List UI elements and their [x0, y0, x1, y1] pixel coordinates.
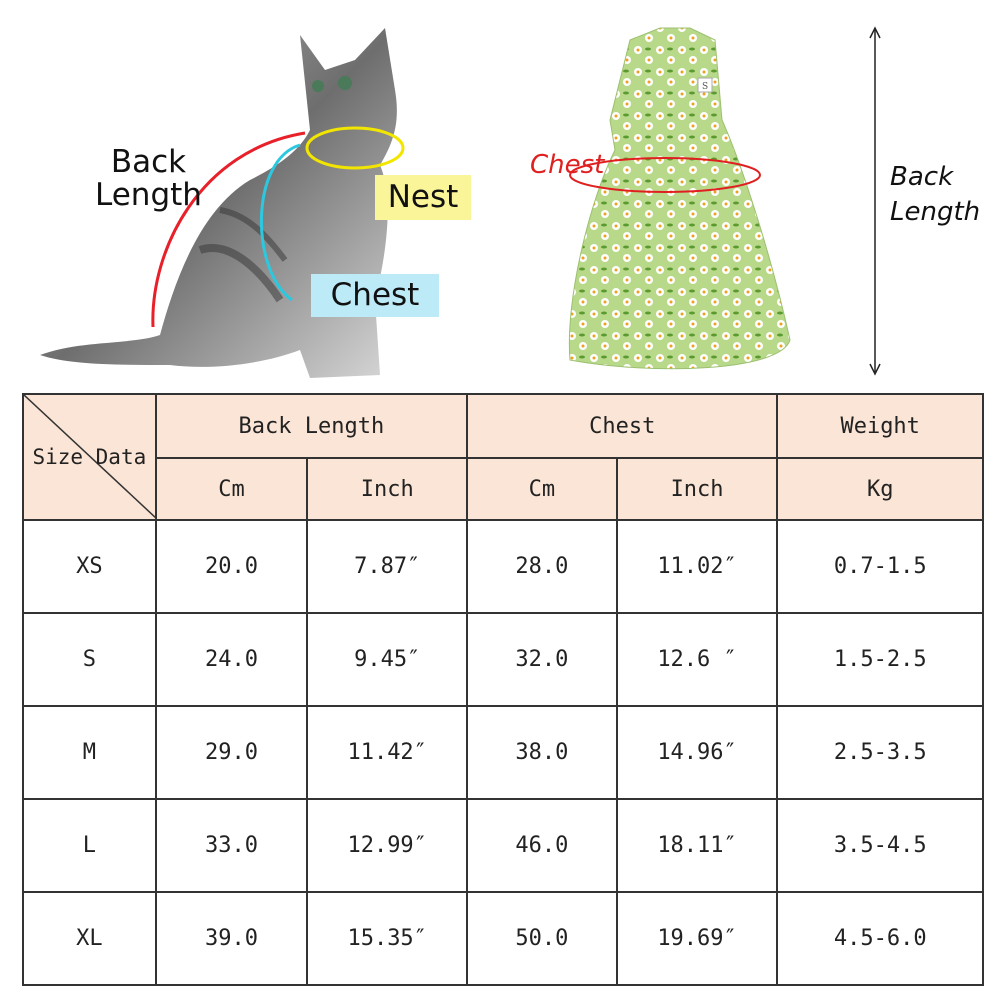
cell-chest-cm: 28.0	[466, 519, 618, 614]
cell-chest-cm: 46.0	[466, 798, 618, 893]
cell-chest-in: 19.69″	[615, 891, 779, 986]
cell-chest-in: 18.11″	[615, 798, 779, 893]
cell-weight: 0.7-1.5	[776, 519, 984, 614]
unit-chest-inch: Inch	[615, 457, 779, 521]
cell-chest-cm: 50.0	[466, 891, 618, 986]
table-row: XL 39.0 15.35″ 50.0 19.69″ 4.5-6.0	[22, 891, 984, 986]
unit-weight-kg: Kg	[776, 457, 984, 521]
header-back-length: Back Length	[154, 393, 469, 459]
cell-weight: 1.5-2.5	[776, 612, 984, 707]
header-chest: Chest	[466, 393, 779, 459]
dress-back-length-label: Back Length	[890, 162, 981, 227]
back-length-label: Back Length	[95, 144, 202, 213]
unit-chest-cm: Cm	[466, 457, 618, 521]
table-row: XS 20.0 7.87″ 28.0 11.02″ 0.7-1.5	[22, 519, 984, 614]
cell-back-cm: 39.0	[154, 891, 309, 986]
corner-label: Size Data	[32, 444, 147, 469]
nest-label: Nest	[375, 175, 471, 220]
cell-size: L	[22, 798, 157, 893]
chest-line	[569, 157, 761, 193]
cell-weight: 2.5-3.5	[776, 705, 984, 800]
dress-measurement-diagram: S Chest Back Length	[500, 0, 1000, 380]
cell-weight: 3.5-4.5	[776, 798, 984, 893]
cell-chest-in: 11.02″	[615, 519, 779, 614]
cell-back-in: 7.87″	[306, 519, 469, 614]
table-row: S 24.0 9.45″ 32.0 12.6 ″ 1.5-2.5	[22, 612, 984, 707]
cell-chest-cm: 38.0	[466, 705, 618, 800]
cat-body	[40, 28, 397, 378]
table-unit-row: Cm Inch Cm Inch Kg	[23, 457, 984, 521]
back-length-line	[151, 131, 306, 328]
table-row: L 33.0 12.99″ 46.0 18.11″ 3.5-4.5	[22, 798, 984, 893]
cell-back-in: 15.35″	[306, 891, 469, 986]
cell-back-cm: 33.0	[154, 798, 309, 893]
corner-header: Size Data	[22, 393, 157, 521]
dress-shape	[568, 27, 791, 370]
cell-chest-in: 14.96″	[615, 705, 779, 800]
unit-back-inch: Inch	[306, 457, 469, 521]
cell-size: S	[22, 612, 157, 707]
cat-measurement-diagram: Back Length Nest Chest	[0, 0, 500, 380]
cell-back-in: 9.45″	[306, 612, 469, 707]
cell-back-in: 12.99″	[306, 798, 469, 893]
cell-chest-cm: 32.0	[466, 612, 618, 707]
cell-back-in: 11.42″	[306, 705, 469, 800]
chest-line	[259, 143, 301, 302]
diagonal-divider	[24, 395, 157, 519]
cell-size: M	[22, 705, 157, 800]
cell-size: XS	[22, 519, 157, 614]
cell-back-cm: 29.0	[154, 705, 309, 800]
nest-line	[305, 126, 405, 170]
dress-chest-label: Chest	[530, 150, 605, 180]
cell-back-cm: 20.0	[154, 519, 309, 614]
cell-back-cm: 24.0	[154, 612, 309, 707]
size-tag	[697, 77, 713, 93]
unit-back-cm: Cm	[154, 457, 309, 521]
dress-illustration: S	[568, 26, 881, 376]
cat-illustration	[40, 28, 405, 378]
cell-size: XL	[22, 891, 157, 986]
cell-weight: 4.5-6.0	[776, 891, 984, 986]
chest-label: Chest	[311, 274, 439, 317]
cell-chest-in: 12.6 ″	[615, 612, 779, 707]
header-weight: Weight	[776, 393, 984, 459]
table-header-row: Size Data Back Length Chest Weight	[22, 393, 984, 521]
table-row: M 29.0 11.42″ 38.0 14.96″ 2.5-3.5	[22, 705, 984, 800]
size-table: Size Data Back Length Chest Weight Cm In…	[22, 393, 984, 986]
size-tag-text: S	[702, 82, 708, 92]
